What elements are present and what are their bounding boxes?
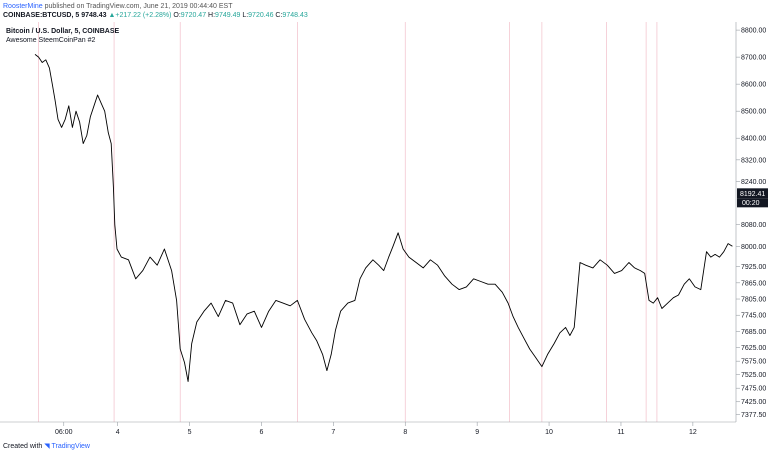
x-tick-label: 11 [617,429,624,436]
chart-area[interactable]: 8800.00 8700.00 8600.00 8500.00 8400.00 8320.… [0,22,768,440]
price-chart[interactable]: 8800.00 8700.00 8600.00 8500.00 8400.00 8320.… [0,22,768,440]
time-axis[interactable]: 06:00 4 5 6 7 8 9 10 11 12 [55,422,697,436]
x-tick-label: 5 [188,429,192,436]
last-price-box [737,188,768,199]
chart-title: Bitcoin / U.S. Dollar, 5, COINBASE [6,28,120,35]
y-tick-label: 7575.00 [741,359,766,366]
tradingview-link[interactable]: TradingView [51,443,90,450]
price-series [34,54,733,382]
close-label: C: [275,12,283,19]
y-tick-label: 7475.00 [741,386,766,393]
y-tick-label: 8700.00 [741,55,766,62]
y-tick-label: 8800.00 [741,28,766,35]
low-value: 9720.46 [248,12,274,19]
low-label: L: [242,12,249,19]
x-tick-label: 10 [545,429,553,436]
y-tick-label: 7745.00 [741,313,766,320]
close-value: 9748.43 [282,12,308,19]
x-tick-label: 12 [689,429,697,436]
y-tick-label: 8240.00 [741,179,766,186]
y-tick-label: 8000.00 [741,244,766,251]
ohlc-bar: COINBASE:BTCUSD, 5 9748.43 ▲+217.22 (+2.… [3,12,308,19]
symbol-label: COINBASE:BTCUSD, 5 [3,12,80,19]
y-tick-label: 8500.00 [741,109,766,116]
y-tick-label: 7865.00 [741,280,766,287]
open-label: O: [173,12,181,19]
author-link[interactable]: RoosterMine [3,3,43,10]
x-tick-label: 4 [116,429,120,436]
high-value: 9749.49 [215,12,241,19]
x-tick-label: 8 [403,429,407,436]
y-tick-label: 8320.00 [741,157,766,164]
x-tick-label: 06:00 [55,429,73,436]
up-arrow-icon: ▲ [108,12,116,19]
tradingview-logo-icon[interactable]: ◥ [44,443,50,450]
y-tick-label: 7805.00 [741,297,766,304]
published-text: published on TradingView.com, June 21, 2… [44,3,233,10]
y-tick-label: 7525.00 [741,372,766,379]
y-tick-label: 8400.00 [741,136,766,143]
footer: Created with ◥ TradingView [3,442,90,450]
price-axis[interactable]: 8800.00 8700.00 8600.00 8500.00 8400.00 8320.… [736,28,766,419]
created-with-text: Created with [3,443,43,450]
last-price-tag: 8192.41 [740,191,765,198]
y-tick-label: 8080.00 [741,222,766,229]
y-tick-label: 7925.00 [741,264,766,271]
x-tick-label: 6 [260,429,264,436]
y-tick-label: 7425.00 [741,399,766,406]
countdown-box [737,198,768,208]
price-change: +217.22 (+2.28%) [115,12,172,19]
x-tick-label: 9 [475,429,479,436]
countdown-tag: 00:20 [742,200,760,207]
y-tick-label: 7685.00 [741,329,766,336]
chart-subtitle: Awesome SteemCoinPan #2 [6,37,95,44]
high-label: H: [208,12,216,19]
y-tick-label: 7625.00 [741,345,766,352]
y-tick-label: 7377.50 [741,412,766,419]
y-tick-label: 8600.00 [741,82,766,89]
x-tick-label: 7 [331,429,335,436]
open-value: 9720.47 [180,12,207,19]
last-price-marker: 8192.41 00:20 [737,188,768,208]
publish-info: RoosterMine published on TradingView.com… [3,3,232,10]
session-breaks [38,22,658,422]
last-price: 9748.43 [81,12,107,19]
price-series-line [34,54,733,382]
